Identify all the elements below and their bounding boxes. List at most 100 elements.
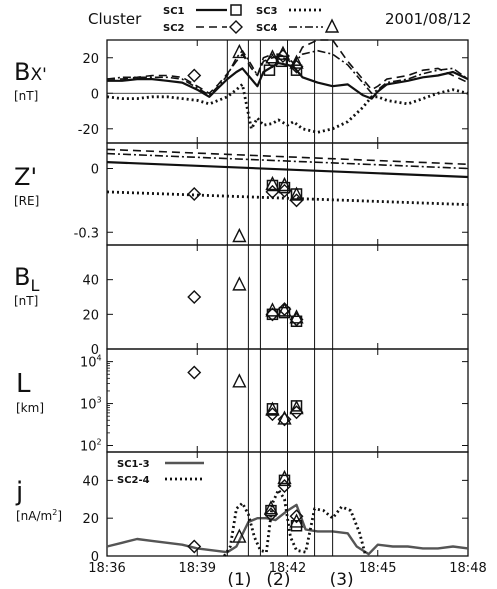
figure-date: 2001/08/12	[385, 10, 471, 28]
event-labels: (1) (2) (3)	[227, 570, 353, 589]
x-tick-label: 18:42	[269, 561, 306, 576]
y-tick-exp: 4	[97, 354, 102, 363]
marker-sc4	[265, 175, 280, 191]
event-label: (2)	[266, 570, 290, 589]
marker-sc4	[289, 54, 304, 69]
legend-label-sc4: SC4	[256, 23, 278, 34]
marker-sc2	[187, 290, 202, 304]
panel-unit: [km]	[16, 401, 44, 415]
marker-sc2	[289, 509, 304, 524]
y-tick-label: 0	[91, 163, 99, 178]
top-legend: SC1 SC2 SC3 SC4	[163, 4, 340, 34]
panel-label: L	[16, 369, 31, 399]
marker-sc2	[263, 507, 278, 522]
marker-sc4	[289, 186, 304, 201]
x-tick-label: 18:39	[179, 561, 216, 576]
event-lines	[226, 40, 334, 556]
y-tick-label: 0	[91, 87, 99, 102]
y-tick-exp: 3	[97, 396, 102, 405]
marker-sc4	[265, 302, 280, 317]
x-tick-label: 18:45	[359, 561, 396, 576]
panel-3: L [km] 104 103 102	[16, 348, 469, 455]
legend-label-sc3: SC3	[256, 6, 278, 17]
event-label: (3)	[330, 570, 354, 589]
legend-label-sc1-3: SC1-3	[117, 459, 150, 470]
panel-label-rest: X'	[30, 65, 46, 85]
series-sc4	[106, 49, 469, 96]
marker-sc2	[187, 68, 202, 83]
y-tick-label: 103	[80, 396, 102, 413]
marker-sc1	[266, 179, 279, 192]
panel-unit: [nA/m2]	[16, 508, 62, 523]
marker-sc4	[265, 49, 280, 64]
legend-label-sc1: SC1	[163, 6, 185, 17]
y-tick-label: 20	[82, 52, 99, 67]
panel-unit: [RE]	[14, 194, 39, 208]
panel-1: Z' [RE] 0 -0.3	[14, 142, 469, 246]
marker-sc1	[275, 55, 288, 68]
marker-sc2	[289, 405, 304, 420]
marker-sc2	[277, 183, 292, 198]
marker-sc1	[290, 64, 303, 76]
marker-sc2	[265, 407, 280, 422]
marker-sc4	[232, 43, 247, 59]
panel-2: BL[nT] 40 20 0	[14, 244, 469, 358]
y-tick-label: 40	[82, 274, 99, 289]
marker-sc2	[265, 184, 280, 199]
marker-sc4	[275, 45, 291, 60]
legend-label-sc2: SC2	[163, 23, 185, 34]
y-tick-label: -20	[78, 123, 99, 138]
y-tick-label: 20	[82, 308, 99, 323]
x-tick-label: 18:36	[88, 561, 125, 576]
legend-marker-sc4	[324, 18, 340, 33]
panel-label-sub: L	[30, 276, 39, 295]
marker-sc2	[187, 365, 202, 380]
panel-unit: [nT]	[14, 89, 38, 103]
marker-sc4	[232, 276, 247, 291]
panel-label: BX'	[14, 58, 47, 86]
marker-sc4	[277, 469, 292, 485]
marker-sc2	[265, 307, 280, 322]
series-sc2	[106, 148, 469, 166]
panel-unit-sup: 2	[52, 508, 57, 517]
marker-sc4	[289, 513, 304, 528]
figure-title: Cluster	[88, 10, 142, 28]
marker-sc2	[187, 187, 202, 201]
marker-sc4	[289, 399, 304, 415]
panel-label: j	[15, 477, 23, 507]
panel-label: Z'	[14, 163, 37, 191]
y-tick-label: 104	[80, 354, 102, 371]
series-sc3	[106, 83, 469, 134]
panel-unit: [nT]	[14, 294, 38, 308]
y-tick-label: 0	[91, 343, 99, 358]
series-sc2-4	[223, 488, 368, 557]
panel-0: BX' [nT] 20 0 -20	[14, 39, 469, 144]
marker-sc4	[277, 302, 292, 317]
x-axis-ticks: 18:36 18:39 18:42 18:45 18:48	[88, 561, 486, 576]
marker-sc2	[277, 302, 292, 317]
marker-sc4	[232, 227, 247, 243]
y-tick-exp: 2	[97, 438, 102, 447]
x-tick-label: 18:48	[449, 561, 486, 576]
legend-marker-sc1	[230, 4, 242, 16]
panels: BX'[nT]200-20Z'[RE]0-0.3BL[nT]40200L[km]…	[14, 39, 469, 565]
y-tick-label: 20	[82, 512, 99, 527]
marker-sc2	[277, 412, 292, 427]
marker-sc2	[187, 539, 202, 554]
marker-sc2	[289, 312, 304, 327]
marker-sc2	[277, 479, 292, 494]
panel-unit-end: ]	[57, 509, 62, 523]
legend-label-sc2-4: SC2-4	[117, 475, 150, 486]
marker-sc4	[232, 528, 247, 543]
marker-sc4	[263, 500, 279, 515]
event-label: (1)	[227, 570, 251, 589]
marker-sc2	[289, 193, 304, 208]
y-tick-label: 0	[91, 550, 99, 565]
marker-sc4	[265, 401, 280, 416]
legend-marker-sc2	[229, 20, 243, 34]
marker-sc2	[289, 59, 304, 74]
y-tick-label: 40	[82, 474, 99, 489]
panel-label: BL	[14, 263, 39, 295]
panel-4: j[nA/m2] 40 20 0	[15, 451, 469, 565]
